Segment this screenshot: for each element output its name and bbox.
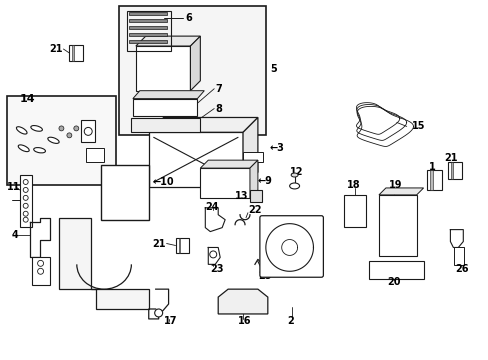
Bar xyxy=(249,190,262,202)
Text: 21: 21 xyxy=(49,44,63,54)
Text: 8: 8 xyxy=(215,104,222,113)
Polygon shape xyxy=(148,117,257,132)
Circle shape xyxy=(23,180,28,184)
Circle shape xyxy=(84,127,92,135)
Polygon shape xyxy=(243,117,257,187)
Text: 17: 17 xyxy=(163,316,177,326)
Text: 19: 19 xyxy=(388,180,402,190)
Bar xyxy=(243,152,263,162)
Bar xyxy=(344,195,366,227)
Circle shape xyxy=(38,260,43,266)
Ellipse shape xyxy=(31,126,42,131)
Bar xyxy=(20,175,32,227)
FancyArrow shape xyxy=(129,12,166,15)
Bar xyxy=(447,162,461,179)
Polygon shape xyxy=(200,160,257,168)
Circle shape xyxy=(74,126,79,131)
Bar xyxy=(178,238,180,253)
Text: ←9: ←9 xyxy=(257,176,272,186)
Ellipse shape xyxy=(290,173,298,177)
Circle shape xyxy=(23,188,28,192)
Text: 1: 1 xyxy=(427,162,434,172)
Polygon shape xyxy=(190,36,200,91)
Text: 24: 24 xyxy=(205,202,218,212)
Bar xyxy=(200,168,249,198)
Bar xyxy=(428,170,432,190)
Bar xyxy=(426,170,442,190)
Text: 18: 18 xyxy=(346,180,360,190)
Polygon shape xyxy=(249,160,257,198)
Bar xyxy=(72,45,74,61)
Bar xyxy=(101,165,148,220)
Bar xyxy=(86,148,104,162)
FancyBboxPatch shape xyxy=(259,216,323,277)
Bar xyxy=(32,257,49,285)
Polygon shape xyxy=(378,188,423,195)
Bar xyxy=(119,6,265,135)
Text: 13: 13 xyxy=(235,191,248,201)
Polygon shape xyxy=(218,289,267,314)
Polygon shape xyxy=(60,218,148,309)
FancyArrow shape xyxy=(129,40,166,42)
Bar xyxy=(7,96,116,185)
Bar xyxy=(69,45,83,61)
Text: 20: 20 xyxy=(386,277,400,287)
Bar xyxy=(175,238,189,253)
Circle shape xyxy=(59,126,64,131)
Circle shape xyxy=(67,133,72,138)
Text: 26: 26 xyxy=(454,264,468,274)
Circle shape xyxy=(38,268,43,274)
Text: ←3: ←3 xyxy=(269,143,284,153)
Bar xyxy=(148,132,243,187)
Polygon shape xyxy=(133,91,204,99)
Text: 12: 12 xyxy=(289,167,303,177)
Bar xyxy=(81,121,95,142)
Text: ←10: ←10 xyxy=(152,177,174,187)
Bar xyxy=(450,162,452,179)
Bar xyxy=(378,195,416,256)
Ellipse shape xyxy=(289,183,299,189)
FancyArrow shape xyxy=(129,19,166,22)
Text: 6: 6 xyxy=(185,13,192,23)
Circle shape xyxy=(23,195,28,201)
Text: 14: 14 xyxy=(20,94,35,104)
Circle shape xyxy=(154,309,163,317)
Text: 15: 15 xyxy=(411,121,425,131)
FancyArrow shape xyxy=(129,33,166,36)
Text: 11: 11 xyxy=(7,182,20,192)
Ellipse shape xyxy=(18,145,29,152)
Bar xyxy=(136,46,190,91)
Text: 21: 21 xyxy=(444,153,457,163)
FancyArrow shape xyxy=(129,26,166,29)
Bar xyxy=(131,118,200,132)
Text: 16: 16 xyxy=(238,316,251,326)
Text: 23: 23 xyxy=(210,264,224,274)
Text: 7: 7 xyxy=(215,84,222,94)
Bar xyxy=(453,247,463,265)
Circle shape xyxy=(23,203,28,208)
Polygon shape xyxy=(136,36,200,46)
Text: 2: 2 xyxy=(287,316,294,326)
Text: 22: 22 xyxy=(247,205,261,215)
Bar xyxy=(368,261,423,279)
Text: 5: 5 xyxy=(269,64,276,74)
Circle shape xyxy=(23,211,28,216)
Bar xyxy=(133,99,197,117)
Text: 25: 25 xyxy=(257,271,271,281)
Ellipse shape xyxy=(17,127,27,134)
Text: 21: 21 xyxy=(152,239,166,248)
Bar xyxy=(127,11,170,51)
Ellipse shape xyxy=(48,137,59,143)
Ellipse shape xyxy=(34,148,45,153)
Circle shape xyxy=(23,217,28,222)
Text: 4: 4 xyxy=(12,230,19,239)
Circle shape xyxy=(209,251,216,258)
